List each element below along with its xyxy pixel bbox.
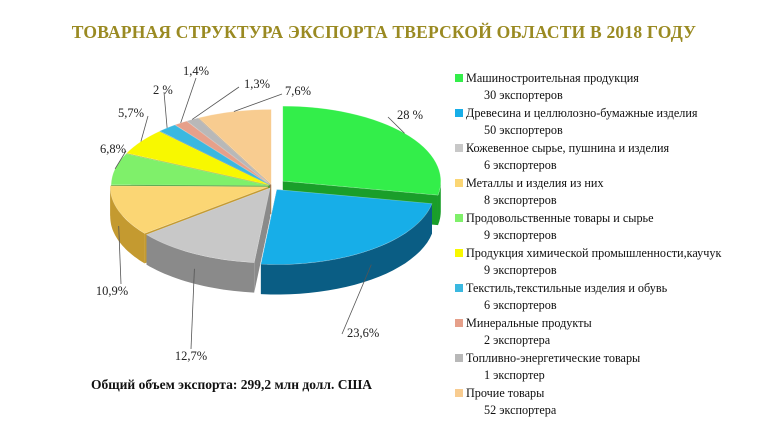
- legend-swatch: [455, 179, 463, 187]
- pie-slice-кожевенное-сырье-пушнина-и-изделия: [145, 187, 271, 263]
- pie-slice-древесина-и-целлюлозно-бумажные-изделия: [260, 189, 433, 265]
- legend-swatch: [455, 354, 463, 362]
- legend-item: Топливно-энергетические товары 1 экспорте…: [455, 351, 760, 382]
- pie-slice-продукция-химической-промышленности-каучук: [125, 131, 270, 186]
- leader-line-машиностроительная-продукция: [387, 116, 405, 134]
- legend-swatch: [455, 284, 463, 292]
- pie-data-labels: 28 % 23,6% 12,7% 10,9% 6,8% 5,7% 2 % 1,4% 1,3% 7,…: [96, 64, 423, 363]
- legend-label: Продукция химической промышленности,кауч…: [466, 246, 722, 260]
- leader-line-кожевенное-сырье-пушнина-и-изделия: [190, 268, 195, 350]
- legend-exporter-count: 9 экспортеров: [484, 263, 557, 277]
- pie-leader-lines: [114, 77, 405, 350]
- data-label-прочие-товары: 7,6%: [285, 84, 311, 98]
- legend-swatch: [455, 144, 463, 152]
- data-label-металлы-и-изделия-из-них: 10,9%: [96, 284, 128, 298]
- legend-label: Древесина и целлюлозно-бумажные изделия: [466, 106, 698, 120]
- legend-label: Машиностроительная продукция: [466, 71, 639, 85]
- data-label-продовольственные-товары-и-сырье: 6,8%: [100, 142, 126, 156]
- legend-label: Минеральные продукты: [466, 316, 592, 330]
- legend-swatch: [455, 249, 463, 257]
- legend-item: Текстиль,текстильные изделия и обувь 6 эк…: [455, 281, 760, 312]
- legend-label: Прочие товары: [466, 386, 545, 400]
- data-label-кожевенное-сырье-пушнина-и-изделия: 12,7%: [175, 349, 207, 363]
- legend-label: Металлы и изделия из них: [466, 176, 604, 190]
- pie-tops: [109, 105, 442, 265]
- legend-item: Машиностроительная продукция 30 экспортер…: [455, 71, 760, 102]
- chart-title: ТОВАРНАЯ СТРУКТУРА ЭКСПОРТА ТВЕРСКОЙ ОБЛ…: [71, 22, 697, 42]
- legend: Машиностроительная продукция 30 экспортер…: [455, 71, 760, 421]
- leader-line-древесина-и-целлюлозно-бумажные-изделия: [341, 264, 372, 335]
- legend-exporter-count: 50 экспортеров: [484, 123, 563, 137]
- pie-wall-кожевенное-сырье-пушнина-и-изделия: [254, 187, 271, 293]
- leader-line-металлы-и-изделия-из-них: [118, 225, 122, 285]
- leader-line-продовольственные-товары-и-сырье: [114, 150, 127, 170]
- legend-exporter-count: 6 экспортеров: [484, 158, 557, 172]
- legend-item: Продовольственные товары и сырье 9 экспор…: [455, 211, 760, 242]
- legend-item: Металлы и изделия из них 8 экспортеров: [455, 176, 760, 207]
- legend-swatch: [455, 109, 463, 117]
- legend-label: Топливно-энергетические товары: [466, 351, 641, 365]
- legend-exporter-count: 6 экспортеров: [484, 298, 557, 312]
- leader-line-топливно-энергетические-товары: [191, 86, 240, 120]
- leader-line-прочие-товары: [233, 93, 283, 112]
- data-label-машиностроительная-продукция: 28 %: [397, 108, 423, 122]
- pie-side-машиностроительная-продукция: [438, 181, 441, 226]
- legend-item: Кожевенное сырье, пушнина и изделия 6 экс…: [455, 141, 760, 172]
- leader-line-текстиль-текстильные-изделия-и-обувь: [163, 91, 168, 128]
- leader-line-минеральные-продукты: [180, 77, 197, 124]
- legend-label: Текстиль,текстильные изделия и обувь: [466, 281, 668, 295]
- pie-side-кожевенное-сырье-пушнина-и-изделия: [146, 234, 255, 293]
- data-label-продукция-химической-промышленности-каучук: 5,7%: [118, 106, 144, 120]
- legend-exporter-count: 8 экспортеров: [484, 193, 557, 207]
- legend-item: Древесина и целлюлозно-бумажные изделия 5…: [455, 106, 760, 137]
- pie-side-древесина-и-целлюлозно-бумажные-изделия: [260, 203, 432, 295]
- total-export-label: Общий объем экспорта: 299,2 млн долл. СШ…: [91, 377, 373, 392]
- legend-exporter-count: 1 экспортер: [484, 368, 545, 382]
- legend-item: Минеральные продукты 2 экспортера: [455, 316, 760, 347]
- data-label-минеральные-продукты: 1,4%: [183, 64, 209, 78]
- legend-exporter-count: 52 экспортера: [484, 403, 557, 417]
- legend-exporter-count: 2 экспортера: [484, 333, 551, 347]
- legend-swatch: [455, 74, 463, 82]
- data-label-древесина-и-целлюлозно-бумажные-изделия: 23,6%: [347, 326, 379, 340]
- legend-item: Прочие товары 52 экспортера: [455, 386, 760, 417]
- legend-swatch: [455, 389, 463, 397]
- legend-item: Продукция химической промышленности,кауч…: [455, 246, 760, 277]
- legend-swatch: [455, 214, 463, 222]
- legend-exporter-count: 9 экспортеров: [484, 228, 557, 242]
- legend-label: Продовольственные товары и сырье: [466, 211, 654, 225]
- legend-label: Кожевенное сырье, пушнина и изделия: [466, 141, 670, 155]
- data-label-топливно-энергетические-товары: 1,3%: [244, 77, 270, 91]
- data-label-текстиль-текстильные-изделия-и-обувь: 2 %: [153, 83, 173, 97]
- leader-line-продукция-химической-промышленности-каучук: [140, 115, 149, 142]
- legend-swatch: [455, 319, 463, 327]
- legend-exporter-count: 30 экспортеров: [484, 88, 563, 102]
- pie-slice-металлы-и-изделия-из-них: [109, 185, 269, 234]
- pie-side-металлы-и-изделия-из-них: [110, 186, 145, 264]
